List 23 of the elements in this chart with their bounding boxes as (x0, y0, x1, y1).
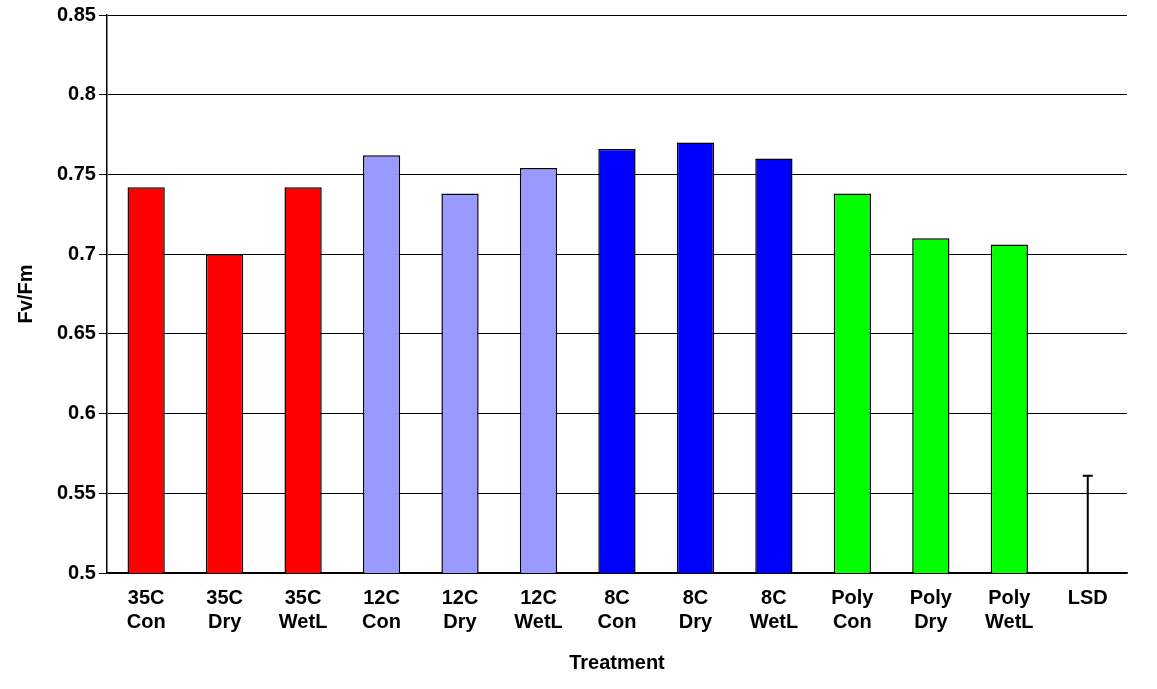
x-tick-label: 8C WetL (749, 585, 799, 632)
x-tick-label: 12C WetL (514, 585, 563, 632)
y-tick-label: 0.7 (68, 241, 96, 264)
y-tick-label: 0.85 (56, 2, 96, 25)
y-tick-label: 0.65 (56, 321, 96, 344)
y-tick-label: 0.8 (68, 82, 96, 105)
y-tick-label: 0.75 (56, 161, 96, 184)
x-tick-label: 35C WetL (278, 585, 328, 632)
x-tick-label: 12C Con (362, 585, 402, 632)
y-tick-label: 0.55 (56, 480, 96, 503)
x-tick-label: 35C Dry (206, 585, 243, 632)
y-tick-label: 0.6 (68, 401, 96, 424)
x-tick-label: Poly Dry (909, 585, 953, 632)
x-tick-label: 35C Con (126, 585, 166, 632)
x-tick-label: 8C Con (597, 585, 637, 632)
y-axis-title: Fv/Fm (13, 264, 36, 324)
y-tick-label: 0.5 (68, 560, 96, 583)
x-axis-title: Treatment (569, 650, 666, 673)
x-tick-label: 12C Dry (441, 585, 479, 632)
x-tick-label: LSD (1067, 585, 1108, 608)
x-tick-label: Poly WetL (985, 585, 1034, 632)
x-tick-label: 8C Dry (678, 585, 713, 632)
x-tick-label: Poly Con (831, 585, 875, 632)
